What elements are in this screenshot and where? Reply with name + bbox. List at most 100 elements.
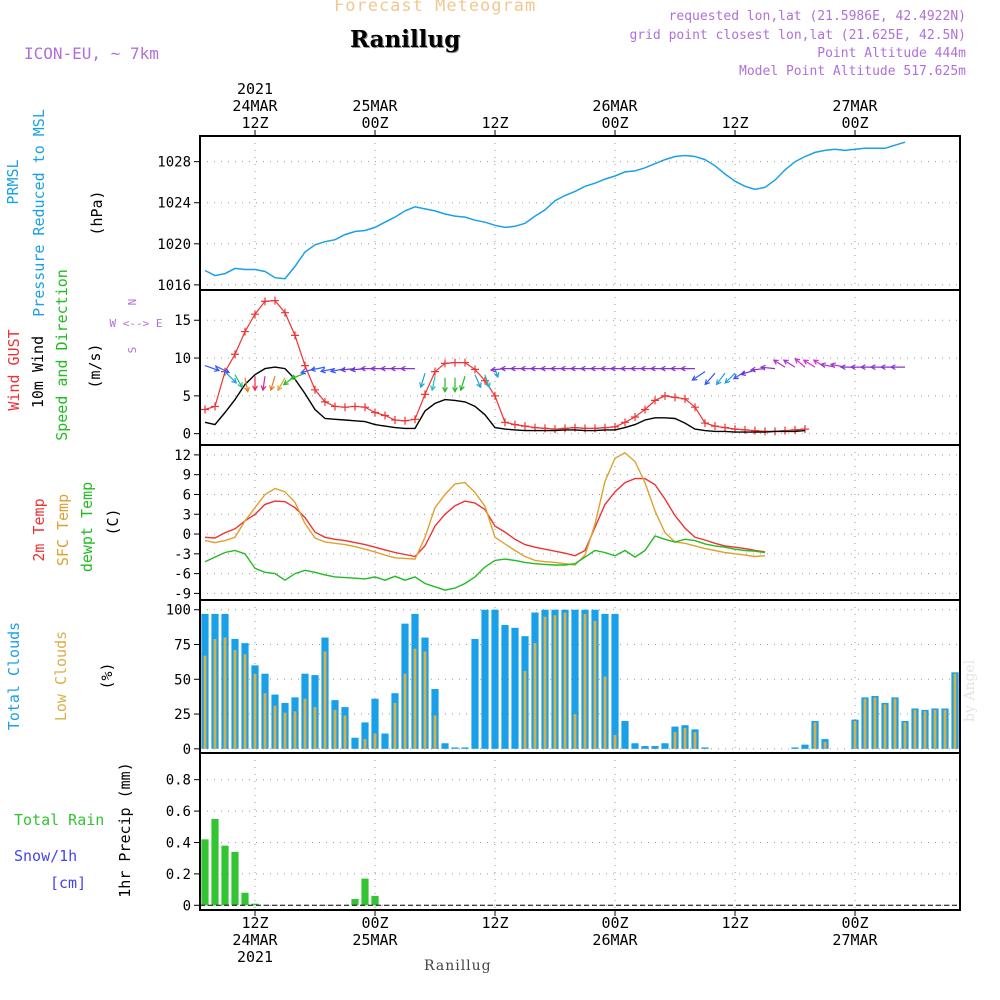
rain-bar [241, 892, 249, 906]
gust-marker [651, 396, 659, 405]
wind-direction-arrow [819, 362, 836, 368]
total-clouds-bar [491, 609, 499, 749]
total-clouds-bar [481, 609, 489, 749]
y-tick-label: 3 [183, 507, 191, 523]
low-clouds-bar [873, 697, 877, 749]
wind-direction-arrow [794, 357, 806, 368]
y-tick-label: 9 [183, 468, 191, 484]
gust-marker [521, 422, 529, 431]
y-tick-label: 75 [174, 638, 191, 654]
low-clouds-bar [603, 676, 607, 749]
wind-direction-arrow [772, 359, 786, 368]
y-tick-label: 1024 [157, 196, 191, 212]
low-clouds-bar [563, 612, 567, 749]
y-tick-label: 0 [183, 898, 191, 914]
panel-label-speed-direction: Speed and Direction [53, 269, 71, 441]
low-clouds-bar [343, 715, 347, 749]
low-clouds-bar [413, 648, 417, 749]
low-clouds-bar [813, 722, 817, 749]
low-clouds-bar [943, 709, 947, 749]
wind-direction-arrow [724, 372, 736, 384]
gust-marker [691, 403, 699, 412]
gust-marker [211, 402, 219, 411]
panel-label-snow: Snow/1h [14, 847, 77, 865]
wind-direction-arrow [252, 376, 258, 392]
rain-bar [211, 818, 219, 906]
total-clouds-bar [361, 722, 369, 749]
gust-marker [621, 418, 629, 427]
gust-marker [471, 365, 479, 374]
y-tick-label: -9 [174, 586, 191, 602]
y-tick-label: 0.4 [166, 835, 191, 851]
y-axis-label: (%) [98, 662, 116, 689]
rain-bar [361, 878, 369, 906]
low-clouds-bar [233, 650, 237, 749]
rain-bar [251, 903, 259, 906]
dir-legend-we: W <--> E [110, 317, 163, 330]
low-clouds-bar [273, 705, 277, 749]
wind-direction-arrow [289, 372, 306, 380]
gust-marker [361, 403, 369, 412]
y-tick-label: 10 [174, 351, 191, 367]
total-clouds-bar [461, 747, 469, 749]
gust-marker [711, 422, 719, 431]
x-tick-label: 2021 [237, 80, 273, 98]
gust-marker [401, 416, 409, 425]
y-tick-label: 100 [166, 603, 191, 619]
gust-marker [241, 327, 249, 336]
y-tick-label: 6 [183, 487, 191, 503]
total-clouds-bar [651, 746, 659, 749]
total-clouds-bar [451, 747, 459, 749]
x-tick-label: 12Z [481, 914, 508, 932]
rain-bar [201, 839, 209, 906]
gust-marker [391, 416, 399, 425]
low-clouds-bar [523, 670, 527, 749]
wind-speed-line [204, 366, 806, 433]
total-clouds-bar [791, 747, 799, 749]
x-tick-label: 27MAR [832, 97, 878, 115]
total-clouds-bar [661, 743, 669, 749]
low-clouds-bar [303, 698, 307, 749]
low-clouds-bar [573, 714, 577, 749]
y-tick-label: 12 [174, 448, 191, 464]
low-clouds-bar [693, 732, 697, 749]
x-tick-label: 12Z [721, 914, 748, 932]
y-tick-label: 0.6 [166, 804, 191, 820]
y-axis-label: (m/s) [86, 343, 104, 388]
total-clouds-bar [371, 698, 379, 749]
wind-direction-arrow [269, 376, 276, 392]
low-clouds-bar [583, 613, 587, 749]
wind-direction-arrow [234, 374, 243, 389]
wind-direction-arrow [442, 377, 448, 393]
gust-marker [281, 308, 289, 317]
x-tick-label: 00Z [361, 114, 388, 132]
gust-marker [421, 390, 429, 399]
low-clouds-bar [393, 702, 397, 749]
low-clouds-bar [823, 741, 827, 749]
panel-label-snow-unit: [cm] [50, 874, 86, 892]
x-tick-label: 12Z [241, 114, 268, 132]
low-clouds-bar [313, 707, 317, 749]
wind-direction-arrow [399, 365, 415, 372]
gust-marker [341, 403, 349, 412]
low-clouds-bar [423, 651, 427, 749]
y-tick-label: 0 [183, 742, 191, 758]
rain-bar [221, 845, 229, 906]
y-axis-label: (C) [104, 508, 122, 535]
panel-label-dewpoint: dewpt Temp [78, 482, 96, 572]
gust-marker [431, 367, 439, 376]
low-clouds-bar [553, 615, 557, 749]
total-clouds-bar [701, 747, 709, 749]
low-clouds-bar [883, 704, 887, 749]
gust-marker [311, 385, 319, 394]
x-tick-label: 00Z [601, 114, 628, 132]
panel-label-2m-temp: 2m Temp [30, 498, 48, 561]
gust-marker [511, 420, 519, 429]
x-tick-label: 27MAR [832, 931, 878, 949]
x-tick-label: 25MAR [352, 931, 398, 949]
low-clouds-bar [263, 693, 267, 749]
low-clouds-bar [933, 709, 937, 749]
low-clouds-bar [253, 673, 257, 749]
total-clouds-bar [511, 627, 519, 749]
wind-direction-arrow [204, 365, 221, 372]
